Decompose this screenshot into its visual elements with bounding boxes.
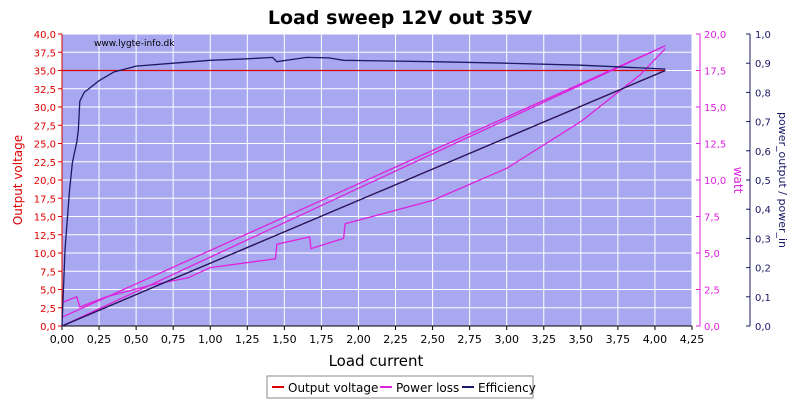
y-left-tick-label: 12,5 — [34, 231, 56, 242]
y-left-tick-label: 20,0 — [34, 176, 56, 187]
y-right-watt-tick-label: 15,0 — [704, 103, 726, 114]
legend-label-output-voltage: Output voltage — [288, 381, 378, 395]
legend-label-power-loss: Power loss — [396, 381, 459, 395]
y-left-tick-label: 2,5 — [40, 304, 56, 315]
x-tick-label: 0,25 — [87, 333, 112, 346]
x-tick-label: 1,00 — [198, 333, 223, 346]
x-tick-label: 2,00 — [346, 333, 371, 346]
legend: Output voltage Power loss Efficiency — [266, 375, 536, 399]
y-right-efficiency-tick-label: 0,9 — [755, 59, 771, 70]
series-line-efficiency — [61, 56, 666, 327]
y-right-watt-tick-label: 7,5 — [704, 213, 720, 224]
x-tick-label: 3,25 — [532, 333, 557, 346]
y-left-tick-label: 10,0 — [34, 249, 56, 260]
y-left-tick-label: 0,0 — [40, 322, 56, 333]
y-right-efficiency-tick-label: 0,7 — [755, 118, 771, 129]
series-line-power-loss — [61, 45, 666, 318]
chart-title: Load sweep 12V out 35V — [268, 7, 533, 29]
y-right-efficiency-tick-label: 0,2 — [755, 264, 771, 275]
x-tick-label: 4,00 — [643, 333, 668, 346]
y-right-watt-tick-label: 17,5 — [704, 67, 726, 78]
y-right-watt-tick-label: 2,5 — [704, 286, 720, 297]
y-left-tick-label: 27,5 — [34, 121, 56, 132]
x-tick-label: 3,75 — [606, 333, 631, 346]
y-right-watt-tick-label: 5,0 — [704, 249, 720, 260]
y-right-efficiency-axis-label: power_output / power_in — [776, 112, 789, 248]
y-right-efficiency-tick-label: 0,4 — [755, 205, 771, 216]
legend-box — [266, 375, 534, 399]
y-right-efficiency-tick-label: 0,6 — [755, 147, 771, 158]
x-axis-label: Load current — [329, 352, 424, 370]
y-left-tick-label: 15,0 — [34, 213, 56, 224]
y-left-tick-label: 5,0 — [40, 286, 56, 297]
y-right-efficiency-tick-label: 0,8 — [755, 88, 771, 99]
x-tick-label: 1,25 — [235, 333, 260, 346]
x-tick-label: 2,25 — [383, 333, 408, 346]
watermark: www.lygte-info.dk — [94, 39, 175, 49]
x-tick-label: 0,00 — [50, 333, 75, 346]
y-right-watt-axis-label: watt — [731, 167, 745, 194]
y-left-tick-label: 25,0 — [34, 140, 56, 151]
y-right-watt-tick-label: 20,0 — [704, 30, 726, 41]
y-right-watt-tick-label: 0,0 — [704, 322, 720, 333]
y-left-tick-label: 22,5 — [34, 158, 56, 169]
y-left-tick-label: 30,0 — [34, 103, 56, 114]
x-tick-label: 1,75 — [309, 333, 334, 346]
y-right-efficiency-tick-label: 0,1 — [755, 293, 771, 304]
y-right-watt-tick-label: 10,0 — [704, 176, 726, 187]
y-left-tick-label: 35,0 — [34, 67, 56, 78]
y-left-tick-label: 32,5 — [34, 85, 56, 96]
x-tick-label: 0,75 — [161, 333, 186, 346]
y-right-watt-tick-label: 12,5 — [704, 140, 726, 151]
x-tick-label: 2,50 — [420, 333, 445, 346]
y-left-tick-label: 17,5 — [34, 194, 56, 205]
x-tick-label: 4,25 — [680, 333, 705, 346]
y-left-tick-label: 37,5 — [34, 48, 56, 59]
series-line-power-loss — [61, 45, 666, 327]
series-line-efficiency — [61, 69, 666, 327]
x-tick-label: 3,00 — [494, 333, 519, 346]
y-right-efficiency-tick-label: 0,0 — [755, 322, 771, 333]
x-tick-label: 0,50 — [124, 333, 149, 346]
y-right-efficiency-tick-label: 1,0 — [755, 30, 771, 41]
legend-label-efficiency: Efficiency — [478, 381, 536, 395]
plot-area: 0,00 0,25 0,50 0,75 1,00 1,25 1,50 1,75 2,00 2,25… — [34, 30, 771, 346]
x-tick-label: 2,75 — [457, 333, 482, 346]
y-right-efficiency-tick-label: 0,5 — [755, 176, 771, 187]
y-left-tick-label: 40,0 — [34, 30, 56, 41]
x-tick-label: 1,50 — [272, 333, 297, 346]
x-tick-label: 3,50 — [569, 333, 594, 346]
y-right-efficiency-tick-label: 0,3 — [755, 234, 771, 245]
y-left-axis-label: Output voltage — [11, 135, 25, 225]
y-left-tick-label: 7,5 — [40, 267, 56, 278]
